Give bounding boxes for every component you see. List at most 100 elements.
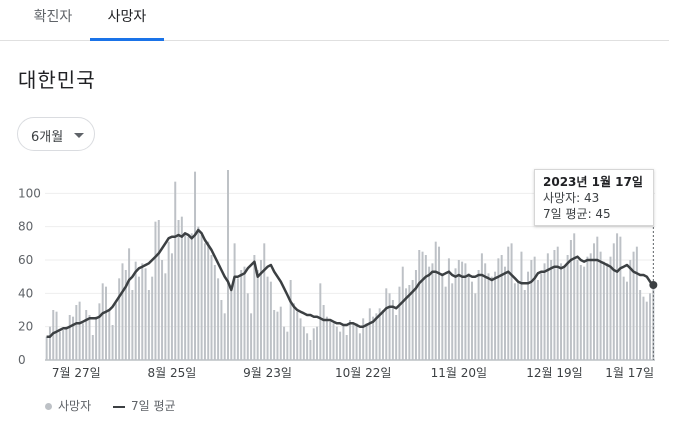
bar <box>279 306 282 360</box>
bar <box>230 290 233 360</box>
range-dropdown-label: 6개월 <box>31 130 64 145</box>
bar <box>527 271 530 360</box>
bar <box>457 260 460 360</box>
bar <box>75 305 78 360</box>
bar <box>147 290 150 360</box>
bar <box>91 335 94 360</box>
bar <box>88 315 91 360</box>
bar <box>131 290 134 360</box>
bar <box>105 286 107 360</box>
bar <box>81 323 84 360</box>
bar <box>566 255 569 360</box>
bar <box>200 235 203 360</box>
bar <box>48 326 51 360</box>
bar <box>65 326 68 360</box>
y-tick-label: 0 <box>18 353 26 367</box>
legend-bar-marker <box>45 403 52 410</box>
average-line <box>46 228 655 338</box>
bar <box>108 310 111 360</box>
bar <box>197 226 200 360</box>
x-tick-label: 12월 19일 <box>526 366 582 380</box>
y-tick-label: 80 <box>18 220 33 234</box>
bar <box>536 280 539 360</box>
tooltip-deaths: 사망자: 43 <box>543 191 600 205</box>
bar <box>154 221 157 360</box>
bar <box>606 263 609 360</box>
bar <box>283 326 286 360</box>
bar <box>118 278 121 360</box>
bar <box>461 261 464 360</box>
bar <box>292 303 295 360</box>
bar <box>625 281 628 360</box>
bar <box>418 250 421 360</box>
tab-deaths[interactable]: 사망자 <box>90 0 164 41</box>
tooltip-average: 7일 평균: 45 <box>543 207 611 221</box>
deaths-chart: 0 20 40 60 80 100 7월 27일 8월 25일 9월 23일 10월 22일 11월… <box>18 170 658 380</box>
bar <box>451 283 454 360</box>
bar <box>424 255 427 360</box>
bar <box>128 248 131 360</box>
bar <box>589 253 592 360</box>
bar <box>500 255 503 360</box>
bar <box>335 326 338 360</box>
bar <box>494 271 497 360</box>
bar <box>263 243 266 360</box>
bar <box>286 331 289 360</box>
bar <box>352 323 355 360</box>
bar <box>62 330 65 360</box>
bar <box>454 268 457 360</box>
bar <box>507 246 510 360</box>
bar <box>269 281 272 360</box>
bar <box>101 283 104 360</box>
bar <box>513 283 516 360</box>
bar <box>210 255 213 360</box>
bar <box>180 216 183 360</box>
bar <box>642 296 645 360</box>
bar <box>174 181 177 360</box>
bar <box>161 260 164 360</box>
x-tick-label: 9월 23일 <box>243 366 292 380</box>
bar <box>58 331 61 360</box>
bar <box>151 276 154 360</box>
bar <box>240 270 243 360</box>
bar <box>306 333 309 360</box>
bar <box>378 308 381 360</box>
bar <box>85 310 88 360</box>
bar <box>563 266 566 360</box>
legend: 사망자 7일 평균 <box>45 397 176 414</box>
range-dropdown[interactable]: 6개월 <box>17 117 95 151</box>
bar <box>276 311 279 360</box>
bar <box>401 266 404 360</box>
bar <box>167 241 170 360</box>
bar <box>421 251 424 360</box>
bar <box>55 311 58 360</box>
bar <box>273 310 276 360</box>
bar <box>471 281 473 360</box>
bar <box>114 303 117 360</box>
bar <box>316 326 319 360</box>
bar <box>325 316 328 360</box>
bar <box>428 266 431 360</box>
bar <box>616 233 619 360</box>
bar <box>540 273 543 360</box>
bar <box>362 318 365 360</box>
bar <box>543 263 546 360</box>
bar <box>444 286 447 360</box>
bar <box>217 278 220 360</box>
bar <box>385 288 388 360</box>
tab-cases[interactable]: 확진자 <box>33 9 73 25</box>
bar <box>497 258 500 360</box>
gridlines <box>45 192 655 361</box>
bar <box>233 243 236 360</box>
y-tick-label: 40 <box>18 286 33 300</box>
bar <box>95 316 98 360</box>
bar <box>622 276 625 360</box>
bar <box>447 258 450 360</box>
legend-line-marker <box>112 405 125 408</box>
bar <box>213 265 216 360</box>
bar <box>368 308 371 360</box>
bar <box>405 288 408 360</box>
bar <box>365 323 368 360</box>
bar <box>530 260 533 360</box>
bar <box>141 263 144 360</box>
